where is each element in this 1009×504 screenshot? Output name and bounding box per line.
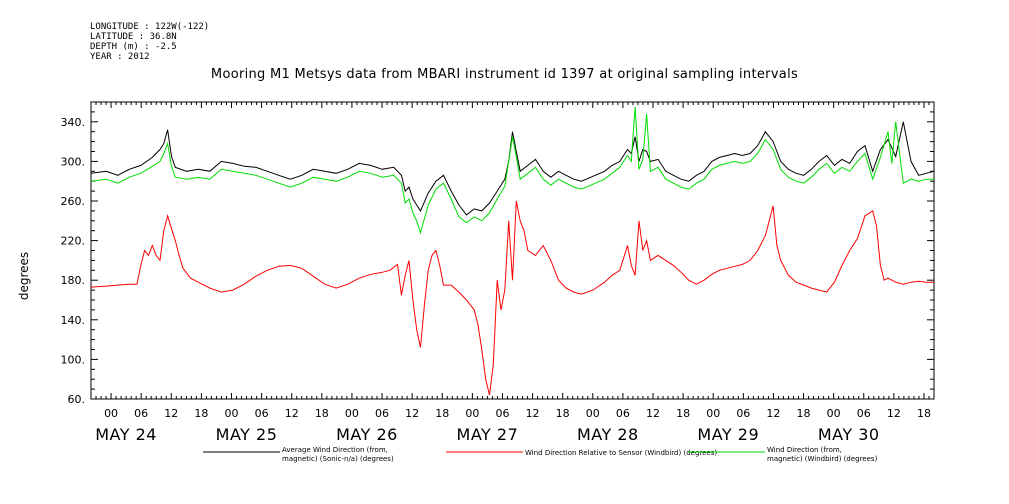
x-tick-label: 12 — [887, 407, 901, 420]
plot-frame — [90, 101, 935, 400]
x-tick-label: 00 — [104, 407, 118, 420]
y-tick-label: 140. — [61, 314, 86, 327]
x-tick-label: 18 — [556, 407, 570, 420]
x-tick-label: 12 — [526, 407, 540, 420]
y-tick-label: 100. — [61, 353, 86, 366]
legend-label-2: Wind Direction Relative to Sensor (Windb… — [525, 449, 717, 457]
x-tick-label: 06 — [736, 407, 750, 420]
x-tick-label: 18 — [435, 407, 449, 420]
x-tick-label: 00 — [706, 407, 720, 420]
x-day-label: MAY 24 — [95, 425, 157, 444]
x-day-label: MAY 30 — [818, 425, 880, 444]
x-tick-label: 12 — [405, 407, 419, 420]
meta-longitude: LONGITUDE : 122W(-122) — [90, 22, 210, 32]
x-tick-label: 00 — [465, 407, 479, 420]
series-line-1 — [90, 121, 935, 216]
legend-label-1: magnetic) (Sonic-n/a) (degrees) — [282, 455, 394, 463]
legend: Average Wind Direction (from,magnetic) (… — [203, 446, 878, 463]
x-tick-label: 00 — [225, 407, 239, 420]
y-tick-label: 60. — [68, 393, 86, 406]
x-tick-label: 00 — [345, 407, 359, 420]
legend-label-1: Average Wind Direction (from, — [282, 446, 388, 454]
x-tick-label: 18 — [917, 407, 931, 420]
x-day-label: MAY 25 — [216, 425, 278, 444]
x-tick-label: 12 — [164, 407, 178, 420]
x-day-label: MAY 28 — [577, 425, 639, 444]
x-tick-label: 18 — [315, 407, 329, 420]
x-tick-label: 06 — [375, 407, 389, 420]
meta-year: YEAR : 2012 — [90, 52, 150, 62]
x-tick-label: 12 — [766, 407, 780, 420]
y-tick-label: 180. — [61, 274, 86, 287]
x-tick-label: 18 — [194, 407, 208, 420]
x-tick-label: 18 — [676, 407, 690, 420]
x-tick-label: 06 — [857, 407, 871, 420]
x-tick-label: 06 — [616, 407, 630, 420]
y-tick-label: 260. — [61, 195, 86, 208]
x-tick-label: 06 — [255, 407, 269, 420]
axis-labels: 60. 100. 140. 180. 220. 260. 300. 340. 00 06 12 18 0… — [61, 116, 931, 444]
x-day-label: MAY 29 — [697, 425, 759, 444]
x-day-label: MAY 26 — [336, 425, 398, 444]
x-tick-label: 06 — [134, 407, 148, 420]
series-line-2 — [90, 200, 934, 396]
axis-ticks — [90, 101, 935, 400]
y-tick-label: 340. — [61, 116, 86, 129]
x-tick-label: 12 — [285, 407, 299, 420]
meta-latitude: LATITUDE : 36.8N — [90, 32, 177, 42]
meta-depth: DEPTH (m) : -2.5 — [90, 42, 177, 52]
chart-title: Mooring M1 Metsys data from MBARI instru… — [210, 67, 799, 82]
x-tick-label: 12 — [646, 407, 660, 420]
series-line-3 — [90, 106, 934, 235]
x-day-label: MAY 27 — [457, 425, 519, 444]
y-tick-label: 220. — [61, 235, 86, 248]
x-tick-label: 00 — [586, 407, 600, 420]
x-tick-label: 00 — [827, 407, 841, 420]
series-lines — [90, 106, 935, 396]
x-tick-label: 06 — [495, 407, 509, 420]
y-tick-label: 300. — [61, 155, 86, 168]
x-tick-label: 18 — [797, 407, 811, 420]
legend-label-3: magnetic) (Windbird) (degrees) — [767, 455, 878, 463]
metadata-block: LONGITUDE : 122W(-122) LATITUDE : 36.8N … — [90, 22, 209, 62]
legend-label-3: Wind Direction (from, — [767, 446, 842, 454]
